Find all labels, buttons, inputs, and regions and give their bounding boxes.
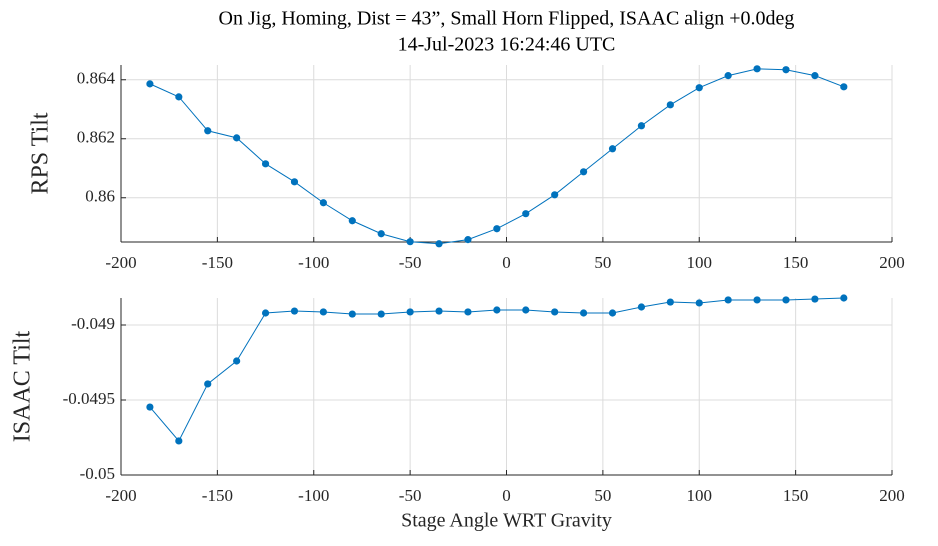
data-point	[261, 309, 270, 317]
x-tick-label: -100	[298, 486, 329, 505]
data-point	[435, 240, 443, 248]
data-point	[348, 217, 356, 225]
data-point	[319, 199, 327, 207]
x-tick-label: 50	[594, 486, 611, 505]
data-point	[551, 191, 559, 199]
x-tick-label: 150	[783, 253, 809, 272]
chart-title: On Jig, Homing, Dist = 43”, Small Horn F…	[219, 8, 795, 30]
y-tick-label: 0.862	[77, 128, 115, 147]
y-tick-label: 0.86	[85, 187, 115, 206]
x-tick-label: 0	[502, 253, 511, 272]
x-tick-label: -200	[105, 486, 136, 505]
x-tick-label: -50	[399, 253, 422, 272]
data-point	[261, 160, 270, 168]
y-tick-label: 0.864	[77, 69, 116, 88]
data-point	[637, 303, 646, 311]
y-tick-label: -0.05	[80, 464, 115, 483]
x-tick-label: -100	[298, 253, 329, 272]
data-point	[406, 238, 414, 246]
data-point	[724, 296, 732, 304]
data-point	[666, 298, 674, 306]
x-tick-label: -150	[202, 486, 233, 505]
data-point	[377, 310, 385, 318]
data-point	[840, 294, 848, 302]
data-point	[233, 357, 241, 365]
data-point	[493, 225, 501, 233]
x-tick-label: 200	[879, 486, 905, 505]
x-tick-label: 50	[594, 253, 611, 272]
data-point	[377, 230, 385, 238]
data-point	[175, 93, 183, 101]
data-point	[464, 308, 472, 316]
data-point	[233, 134, 241, 142]
data-point	[782, 296, 790, 304]
x-tick-label: 0	[502, 486, 511, 505]
data-point	[290, 178, 299, 186]
data-point	[348, 310, 356, 318]
data-point	[146, 403, 154, 411]
x-axis-label: Stage Angle WRT Gravity	[401, 510, 612, 532]
data-point	[204, 380, 212, 388]
data-point	[753, 296, 761, 304]
chart-subtitle: 14-Jul-2023 16:24:46 UTC	[398, 34, 616, 56]
series-line	[149, 68, 844, 245]
y-tick-label: -0.049	[71, 314, 115, 333]
data-point	[175, 437, 183, 445]
x-tick-label: 150	[783, 486, 809, 505]
data-point	[695, 299, 703, 307]
data-point	[724, 72, 732, 80]
x-tick-label: 100	[687, 486, 713, 505]
data-point	[608, 309, 617, 317]
data-point	[666, 101, 674, 109]
data-point	[464, 236, 472, 244]
y-axis-label: ISAAC Tilt	[10, 330, 36, 442]
x-tick-label: -50	[399, 486, 422, 505]
y-axis-label: RPS Tilt	[28, 112, 54, 194]
data-point	[204, 127, 212, 135]
data-point	[608, 145, 617, 153]
data-point	[811, 295, 819, 303]
data-point	[146, 80, 154, 88]
x-tick-label: -200	[105, 253, 136, 272]
data-point	[782, 66, 790, 74]
data-point	[290, 307, 299, 315]
data-point	[319, 308, 327, 316]
data-point	[493, 306, 501, 314]
data-point	[580, 168, 588, 176]
data-point	[551, 308, 559, 316]
data-point	[695, 84, 703, 92]
data-point	[522, 306, 530, 314]
data-point	[580, 309, 588, 317]
data-point	[406, 308, 414, 316]
data-point	[840, 83, 848, 91]
data-point	[753, 65, 761, 73]
data-point	[637, 122, 646, 130]
data-point	[522, 210, 530, 218]
data-point	[811, 72, 819, 80]
series-line	[149, 297, 844, 442]
x-tick-label: 100	[687, 253, 713, 272]
x-tick-label: 200	[879, 253, 905, 272]
y-tick-label: -0.0495	[63, 389, 115, 408]
x-tick-label: -150	[202, 253, 233, 272]
data-point	[435, 307, 443, 315]
